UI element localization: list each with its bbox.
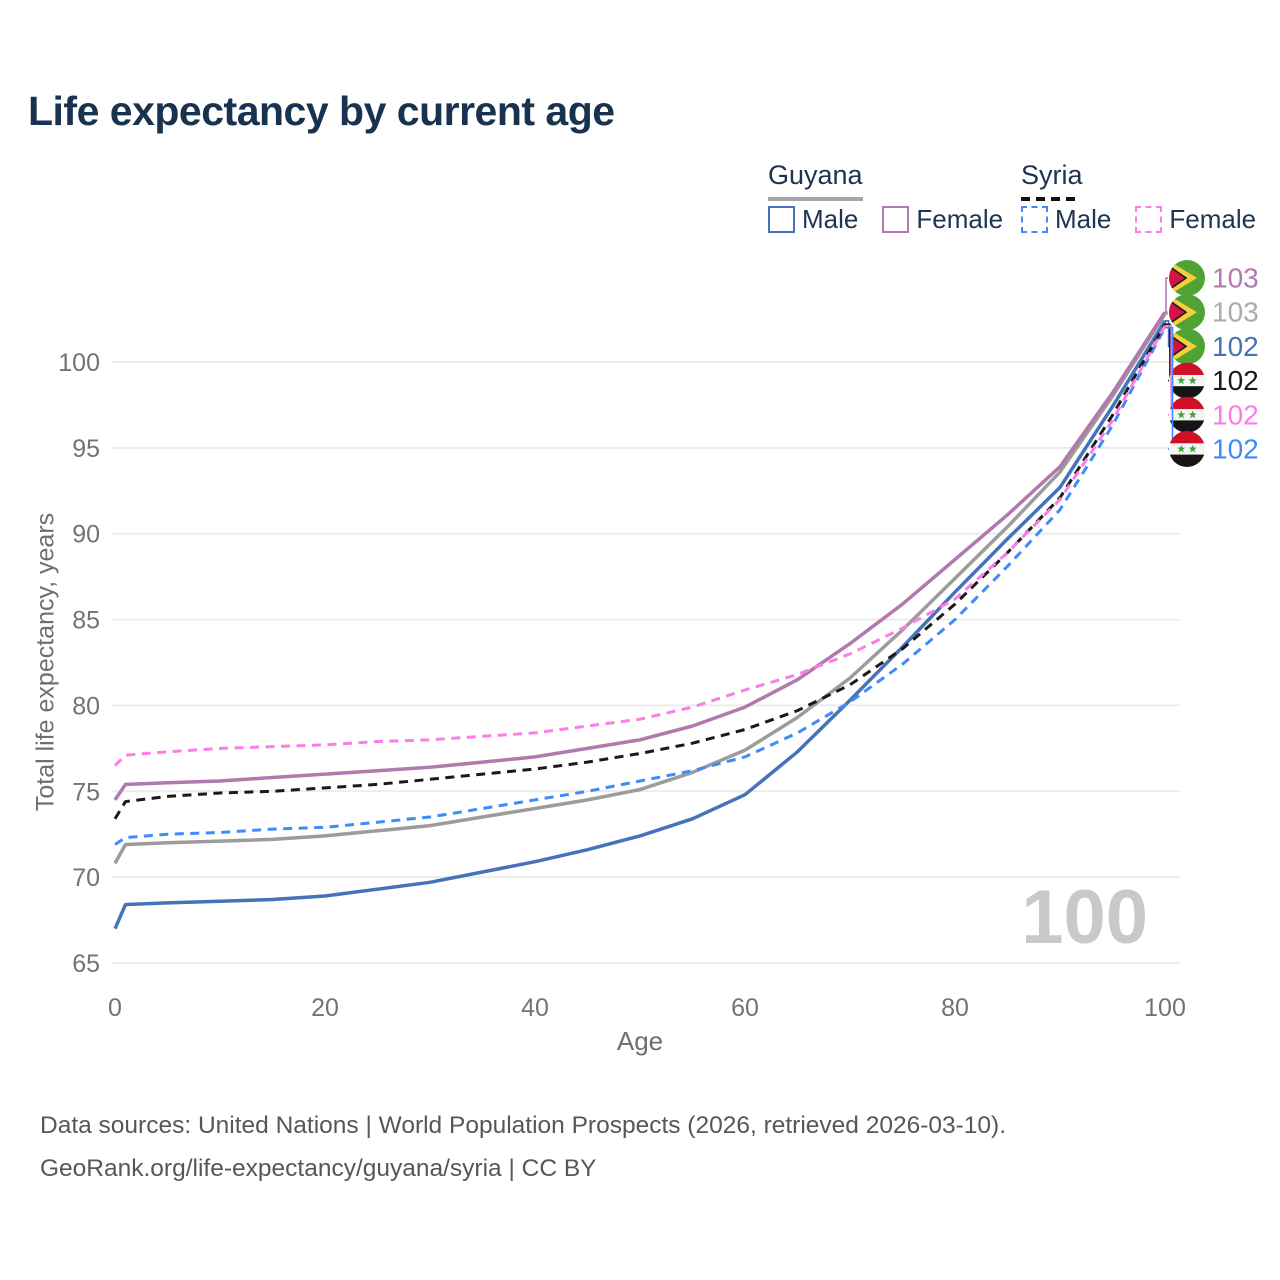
guyana-flag-icon	[1168, 328, 1205, 364]
x-tick-label-100: 100	[1144, 994, 1186, 1022]
page-title: Life expectancy by current age	[28, 88, 615, 134]
series-line-syria-total	[113, 323, 1167, 820]
syria-flag-icon	[1169, 363, 1205, 399]
legend-item-syria-female-label: Female	[1169, 204, 1257, 234]
series-line-syria-female	[113, 325, 1167, 767]
end-label-guyana-male: 102	[1212, 331, 1259, 362]
legend-syria-line-sample	[1021, 197, 1079, 201]
legend-group-guyana: Guyana Male Female	[768, 160, 1003, 234]
footer-sources: Data sources: United Nations | World Pop…	[40, 1112, 1007, 1139]
x-axis-title: Age	[616, 1026, 664, 1056]
end-label-guyana-total: 103	[1212, 297, 1259, 328]
syria-female-swatch-icon	[1135, 206, 1163, 233]
x-tick-label-0: 0	[108, 994, 122, 1022]
guyana-flag-icon	[1168, 294, 1205, 330]
guyana-flag-icon	[1168, 260, 1205, 296]
series-line-guyana-male	[113, 319, 1167, 930]
age-watermark: 100	[1021, 875, 1148, 960]
legend-item-syria-male[interactable]: Male	[1021, 204, 1111, 235]
legend-group-guyana-label: Guyana	[768, 160, 863, 190]
legend-group-syria-label: Syria	[1021, 160, 1083, 190]
y-tick-label-85: 85	[72, 607, 100, 635]
legend-item-guyana-female[interactable]: Female	[882, 204, 1003, 235]
legend-group-syria: Syria Male Female	[1021, 160, 1256, 234]
leader-line-guyana-male	[1165, 320, 1170, 348]
end-label-guyana-female: 103	[1212, 263, 1259, 294]
y-tick-label-100: 100	[58, 349, 100, 377]
series-lines	[113, 311, 1167, 930]
syria-male-swatch-icon	[1021, 206, 1048, 233]
syria-flag-icon	[1169, 431, 1205, 467]
footer: Data sources: United Nations | World Pop…	[40, 1104, 1006, 1190]
end-label-syria-male: 102	[1212, 434, 1259, 465]
legend-item-guyana-male[interactable]: Male	[768, 204, 858, 235]
y-tick-label-75: 75	[72, 778, 100, 806]
leader-line-guyana-female	[1165, 277, 1168, 313]
legend-item-guyana-female-label: Female	[916, 204, 1004, 234]
guyana-male-swatch-icon	[768, 206, 795, 233]
y-tick-label-95: 95	[72, 435, 100, 463]
series-line-syria-male	[114, 326, 1167, 846]
legend-guyana-line-sample	[768, 197, 863, 201]
legend-item-guyana-male-label: Male	[802, 204, 859, 234]
footer-link: GeoRank.org/life-expectancy/guyana/syria…	[40, 1155, 597, 1182]
y-axis-title: Total life expectancy, years	[31, 512, 60, 812]
end-label-syria-total: 102	[1212, 365, 1259, 396]
x-tick-label-20: 20	[311, 994, 339, 1022]
y-tick-label-70: 70	[72, 864, 100, 892]
series-line-guyana-female	[113, 311, 1167, 801]
end-label-syria-female: 102	[1212, 399, 1259, 430]
x-tick-label-40: 40	[521, 994, 549, 1022]
y-tick-label-80: 80	[72, 692, 100, 720]
legend-item-syria-male-label: Male	[1055, 204, 1112, 234]
y-tick-label-90: 90	[72, 521, 100, 549]
legend: Guyana Male Female Syria Male	[0, 160, 1280, 240]
gridlines: 65 70 75 80 85 90 95 100 0 20 40 60 80 100	[58, 349, 1186, 1022]
leader-line-syria-total	[1165, 323, 1171, 382]
y-tick-label-65: 65	[72, 950, 100, 978]
series-line-guyana-total	[113, 312, 1167, 865]
guyana-female-swatch-icon	[882, 206, 910, 233]
x-tick-label-80: 80	[941, 994, 969, 1022]
x-tick-label-60: 60	[731, 994, 759, 1022]
syria-flag-icon	[1169, 397, 1205, 433]
leader-line-guyana-total	[1165, 311, 1169, 315]
legend-item-syria-female[interactable]: Female	[1135, 204, 1256, 235]
